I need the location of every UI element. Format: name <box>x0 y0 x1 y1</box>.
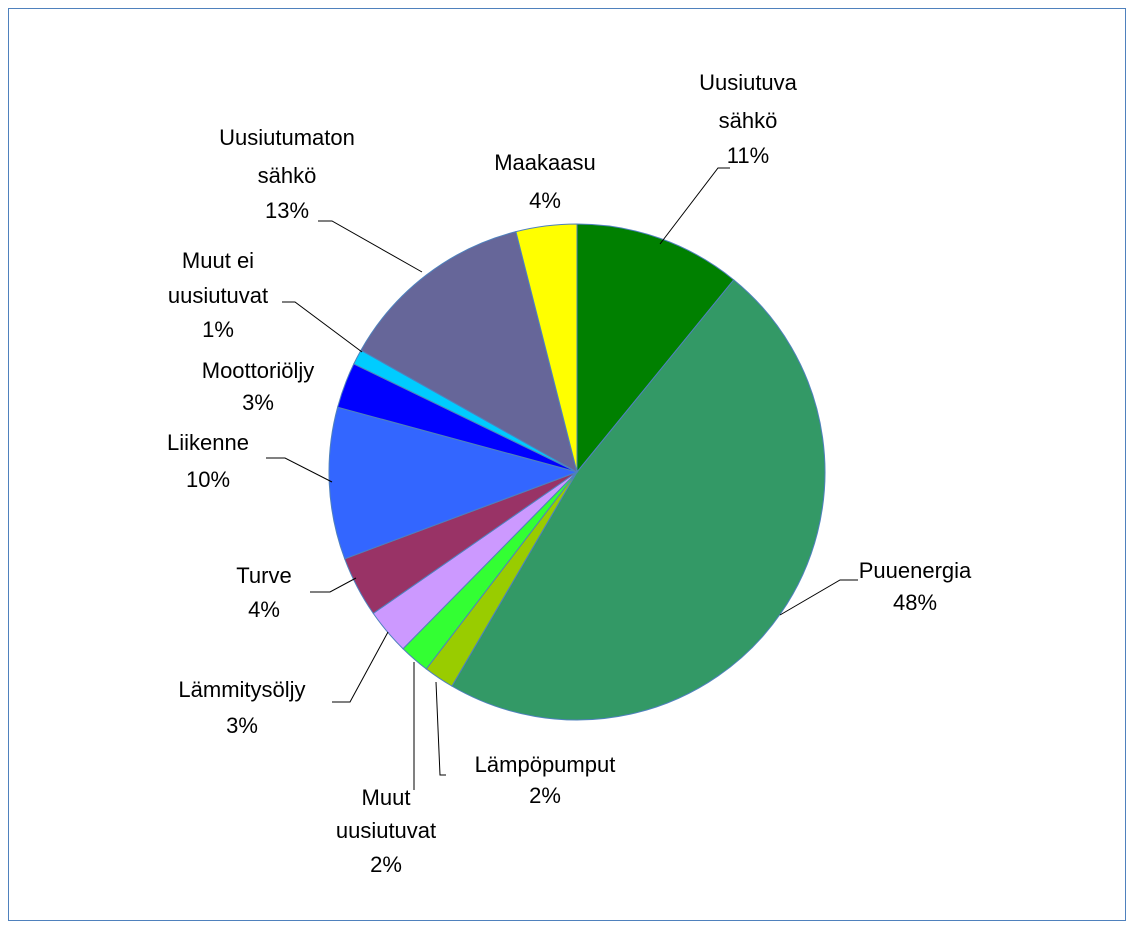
slice-value-label: 10% <box>186 467 230 492</box>
pie-slice <box>576 223 735 474</box>
slice-label: Maakaasu <box>494 150 596 175</box>
label-line: Muut <box>362 785 411 810</box>
pie-slice <box>360 231 578 474</box>
label-line: sähkö <box>719 108 778 133</box>
label-line: Lämmitysöljy <box>178 677 305 702</box>
slice-label: Muut uusiutuvat <box>336 785 436 843</box>
slice-value-label: 11% <box>727 143 769 168</box>
leader-line <box>266 457 333 483</box>
leader-line <box>318 220 423 273</box>
leader-line <box>332 631 389 703</box>
label-line: Maakaasu <box>494 150 596 175</box>
leader-line <box>779 579 858 616</box>
label-line: Uusiutumaton <box>219 125 355 150</box>
pie-slice <box>451 279 826 721</box>
pie-slice <box>515 223 578 473</box>
slice-label: Puuenergia <box>859 558 972 583</box>
slice-label: Lämpöpumput <box>475 752 616 777</box>
slice-value-label: 2% <box>529 783 561 808</box>
leader-line <box>282 301 363 353</box>
slice-value-label: 3% <box>242 390 274 415</box>
slice-value-label: 48% <box>893 590 937 615</box>
slice-label: Turve <box>236 563 291 588</box>
slice-label: Moottoriöljy <box>202 358 314 383</box>
label-line: Lämpöpumput <box>475 752 616 777</box>
label-line: Puuenergia <box>859 558 972 583</box>
label-line: Uusiutuva <box>699 70 798 95</box>
slice-value-label: 4% <box>248 597 280 622</box>
label-line: Turve <box>236 563 291 588</box>
slice-label: Uusiutumaton sähkö <box>219 125 355 188</box>
leader-line <box>659 167 730 245</box>
slice-label: Muut ei uusiutuvat <box>168 248 268 308</box>
slice-value-label: 13% <box>265 198 309 223</box>
leader-line <box>435 681 446 776</box>
leader-line <box>310 577 357 593</box>
label-line: sähkö <box>258 163 317 188</box>
slice-value-label: 2% <box>370 852 402 877</box>
slice-value-label: 4% <box>529 188 561 213</box>
label-line: Moottoriöljy <box>202 358 314 383</box>
slice-label: Uusiutuva sähkö <box>699 70 798 133</box>
slice-value-label: 1% <box>202 317 234 342</box>
label-line: uusiutuvat <box>336 818 436 843</box>
label-line: Liikenne <box>167 430 249 455</box>
pie-slice <box>328 406 579 560</box>
slice-label: Lämmitysöljy <box>178 677 305 702</box>
label-line: uusiutuvat <box>168 283 268 308</box>
label-line: Muut ei <box>182 248 254 273</box>
slice-value-label: 3% <box>226 713 258 738</box>
slice-label: Liikenne <box>167 430 249 455</box>
